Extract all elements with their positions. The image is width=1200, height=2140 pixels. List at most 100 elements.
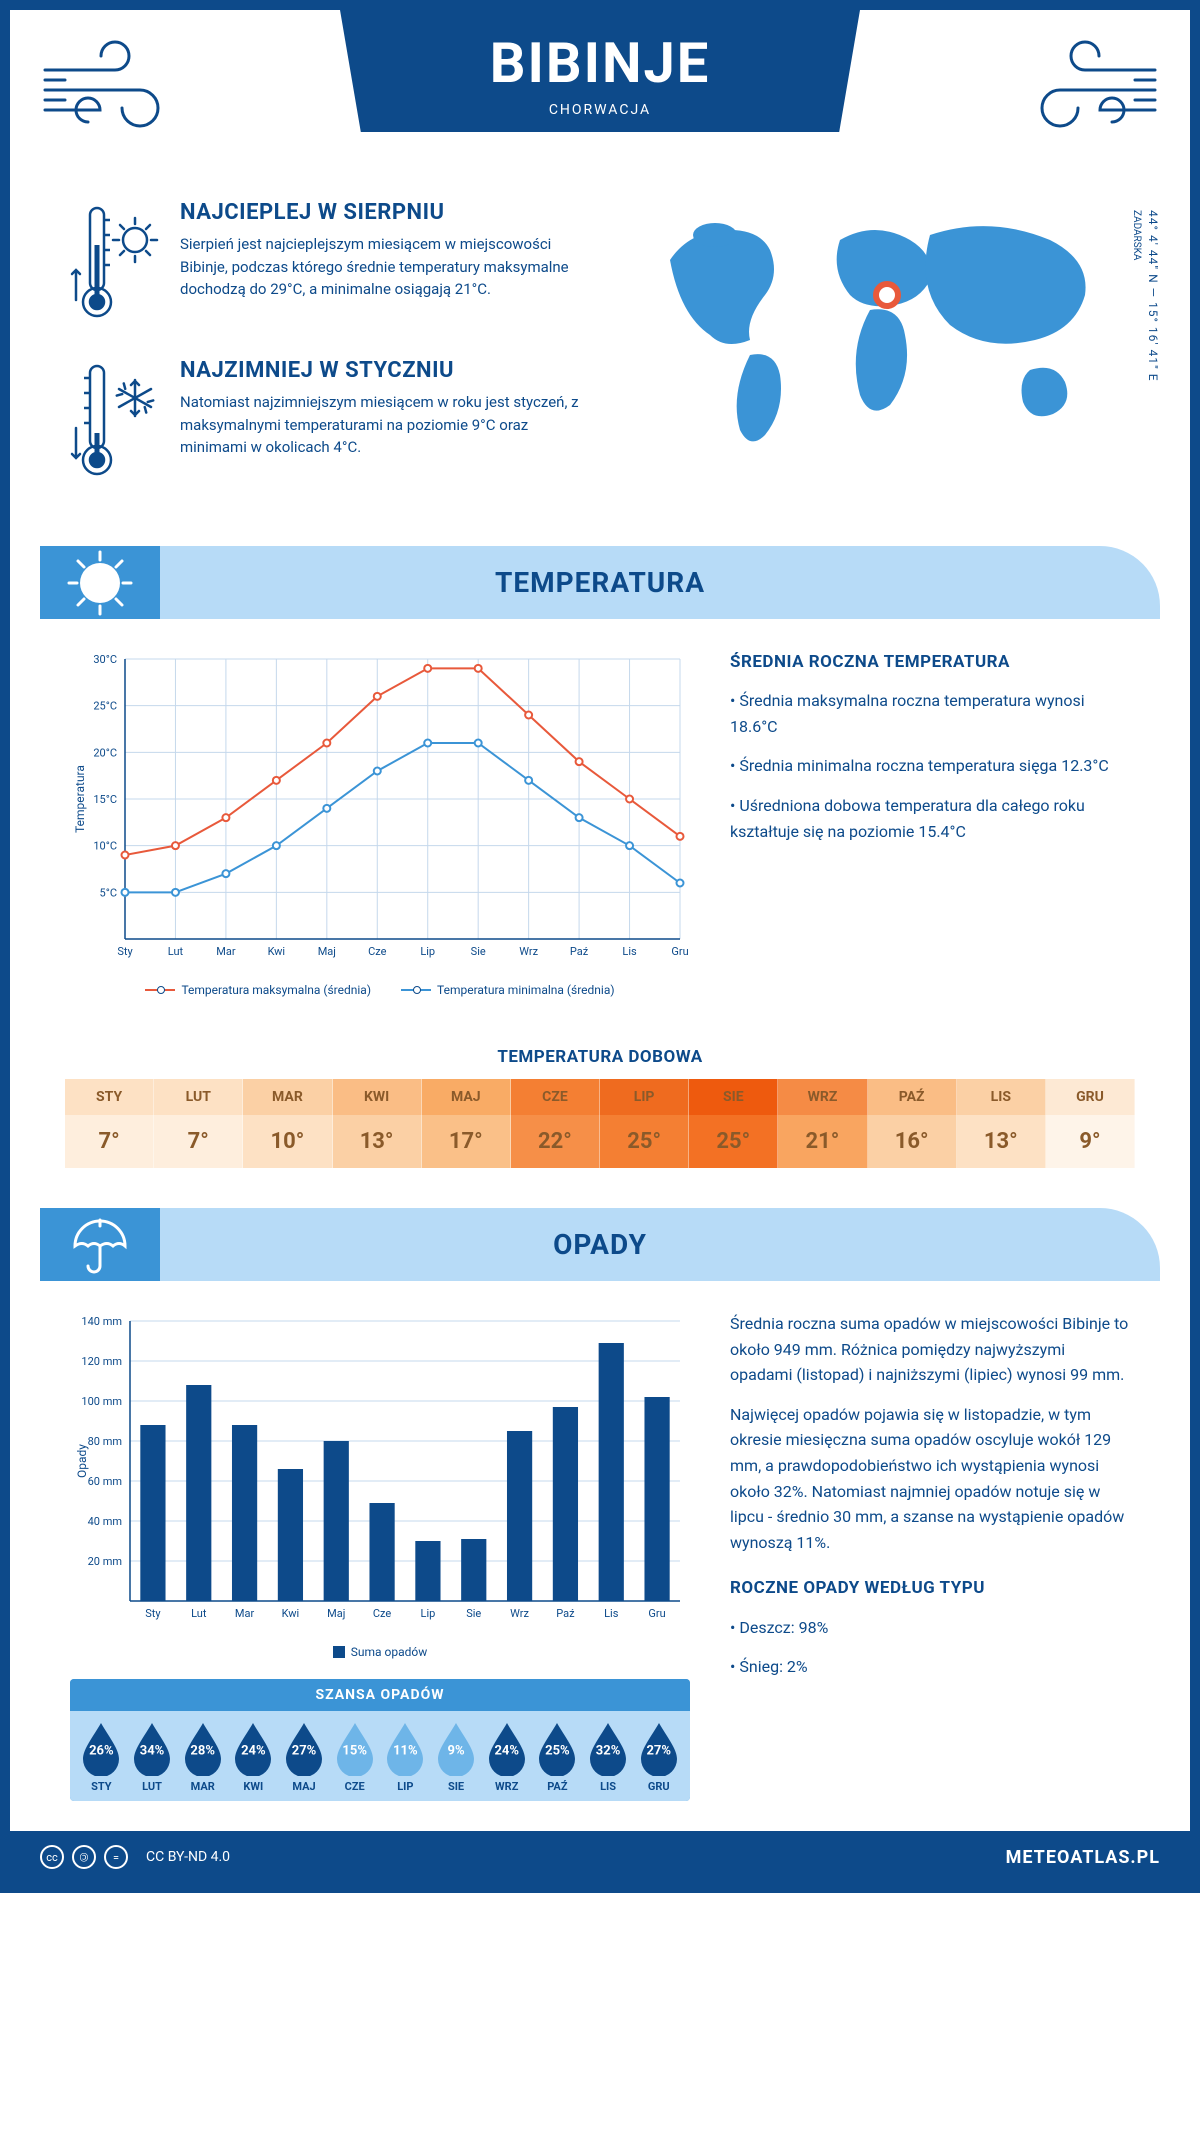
svg-text:Sty: Sty xyxy=(117,945,133,958)
daily-cell: LUT 7° xyxy=(154,1079,243,1168)
temp-summary-heading: ŚREDNIA ROCZNA TEMPERATURA xyxy=(730,649,1130,676)
cold-fact-text: Natomiast najzimniejszym miesiącem w rok… xyxy=(180,391,590,459)
svg-text:Sie: Sie xyxy=(466,1607,481,1620)
svg-text:100 mm: 100 mm xyxy=(81,1395,122,1408)
temperature-banner: TEMPERATURA xyxy=(40,546,1160,619)
chance-cell: 28%MAR xyxy=(177,1721,228,1793)
svg-text:Cze: Cze xyxy=(373,1607,392,1620)
world-map-icon xyxy=(630,200,1130,460)
precip-para: Średnia roczna suma opadów w miejscowośc… xyxy=(730,1311,1130,1388)
daily-cell: CZE 22° xyxy=(511,1079,600,1168)
wind-icon xyxy=(40,35,180,145)
chance-cell: 27%GRU xyxy=(633,1721,684,1793)
temp-bullet: • Średnia minimalna roczna temperatura s… xyxy=(730,753,1130,779)
map-container: ZADARSKA 44° 4' 44" N — 15° 16' 41" E xyxy=(630,200,1130,516)
thermometer-cold-icon xyxy=(70,358,160,488)
intro-section: NAJCIEPLEJ W SIERPNIU Sierpień jest najc… xyxy=(10,200,1190,546)
footer: cc 🄯 = CC BY-ND 4.0 METEOATLAS.PL xyxy=(10,1831,1190,1883)
license-text: CC BY-ND 4.0 xyxy=(146,1849,230,1865)
daily-cell: LIS 13° xyxy=(957,1079,1046,1168)
chance-cell: 9%SIE xyxy=(431,1721,482,1793)
svg-text:5°C: 5°C xyxy=(100,886,117,899)
svg-text:140 mm: 140 mm xyxy=(81,1315,122,1328)
chance-cell: 26%STY xyxy=(76,1721,127,1793)
svg-text:Wrz: Wrz xyxy=(510,1607,529,1620)
cold-fact-title: NAJZIMNIEJ W STYCZNIU xyxy=(180,358,590,383)
legend-max: Temperatura maksymalna (średnia) xyxy=(181,983,371,997)
nd-icon: = xyxy=(104,1845,128,1869)
svg-text:Paź: Paź xyxy=(556,1607,575,1620)
svg-text:Lip: Lip xyxy=(420,945,435,958)
wind-icon xyxy=(1020,35,1160,145)
svg-text:Kwi: Kwi xyxy=(268,945,286,958)
precip-type: • Śnieg: 2% xyxy=(730,1654,1130,1680)
svg-text:120 mm: 120 mm xyxy=(81,1355,122,1368)
country-label: CHORWACJA xyxy=(340,102,860,118)
svg-text:Wrz: Wrz xyxy=(519,945,538,958)
daily-cell: PAŹ 16° xyxy=(868,1079,957,1168)
svg-text:Gru: Gru xyxy=(671,945,688,958)
chance-cell: 24%KWI xyxy=(228,1721,279,1793)
svg-text:Lut: Lut xyxy=(191,1607,207,1620)
chance-cell: 25%PAŹ xyxy=(532,1721,583,1793)
legend-precip: Suma opadów xyxy=(351,1645,428,1659)
precipitation-summary: Średnia roczna suma opadów w miejscowośc… xyxy=(730,1311,1130,1801)
svg-text:Paź: Paź xyxy=(570,945,589,958)
svg-text:Maj: Maj xyxy=(327,1607,345,1620)
precipitation-heading: OPADY xyxy=(553,1228,647,1261)
hot-fact-text: Sierpień jest najcieplejszym miesiącem w… xyxy=(180,233,590,301)
precip-chart-legend: Suma opadów xyxy=(70,1645,690,1659)
precip-chance-box: SZANSA OPADÓW 26%STY34%LUT28%MAR24%KWI27… xyxy=(70,1679,690,1801)
chance-cell: 24%WRZ xyxy=(481,1721,532,1793)
svg-text:Sie: Sie xyxy=(471,945,486,958)
svg-text:Temperatura: Temperatura xyxy=(73,765,87,833)
svg-text:Gru: Gru xyxy=(648,1607,665,1620)
svg-text:20 mm: 20 mm xyxy=(88,1555,122,1568)
title-banner: BIBINJE CHORWACJA xyxy=(340,10,860,132)
svg-text:25°C: 25°C xyxy=(93,700,117,713)
legend-min: Temperatura minimalna (średnia) xyxy=(437,983,615,997)
temp-chart-legend: Temperatura maksymalna (średnia) Tempera… xyxy=(70,983,690,997)
daily-cell: SIE 25° xyxy=(689,1079,778,1168)
precipitation-banner: OPADY xyxy=(40,1208,1160,1281)
svg-text:15°C: 15°C xyxy=(93,793,117,806)
cc-icon: cc xyxy=(40,1845,64,1869)
temp-bullet: • Średnia maksymalna roczna temperatura … xyxy=(730,688,1130,739)
svg-text:Opady: Opady xyxy=(75,1444,89,1478)
svg-text:Cze: Cze xyxy=(368,945,387,958)
coordinates: 44° 4' 44" N — 15° 16' 41" E xyxy=(1146,210,1160,382)
daily-cell: GRU 9° xyxy=(1046,1079,1135,1168)
cold-fact: NAJZIMNIEJ W STYCZNIU Natomiast najzimni… xyxy=(70,358,590,488)
svg-text:Kwi: Kwi xyxy=(282,1607,300,1620)
svg-text:Lip: Lip xyxy=(421,1607,436,1620)
svg-text:Maj: Maj xyxy=(318,945,336,958)
svg-text:Lis: Lis xyxy=(604,1607,619,1620)
svg-text:80 mm: 80 mm xyxy=(88,1435,122,1448)
header: BIBINJE CHORWACJA xyxy=(10,10,1190,200)
daily-cell: MAR 10° xyxy=(243,1079,332,1168)
chance-heading: SZANSA OPADÓW xyxy=(70,1679,690,1711)
temperature-summary: ŚREDNIA ROCZNA TEMPERATURA • Średnia mak… xyxy=(730,649,1130,997)
hot-fact: NAJCIEPLEJ W SIERPNIU Sierpień jest najc… xyxy=(70,200,590,330)
location-title: BIBINJE xyxy=(340,30,860,96)
svg-text:Lut: Lut xyxy=(168,945,184,958)
svg-text:20°C: 20°C xyxy=(93,746,117,759)
svg-text:30°C: 30°C xyxy=(93,653,117,666)
svg-text:Lis: Lis xyxy=(622,945,637,958)
precip-type: • Deszcz: 98% xyxy=(730,1615,1130,1641)
daily-cell: MAJ 17° xyxy=(422,1079,511,1168)
hot-fact-title: NAJCIEPLEJ W SIERPNIU xyxy=(180,200,590,225)
sun-icon xyxy=(40,546,160,619)
temperature-heading: TEMPERATURA xyxy=(495,566,705,599)
thermometer-hot-icon xyxy=(70,200,160,330)
precipitation-bar-chart: 20 mm40 mm60 mm80 mm100 mm120 mm140 mmOp… xyxy=(70,1311,690,1631)
daily-temp-heading: TEMPERATURA DOBOWA xyxy=(10,1047,1190,1067)
brand-label: METEOATLAS.PL xyxy=(1006,1847,1160,1868)
precip-type-heading: ROCZNE OPADY WEDŁUG TYPU xyxy=(730,1575,1130,1602)
temp-bullet: • Uśredniona dobowa temperatura dla całe… xyxy=(730,793,1130,844)
chance-cell: 32%LIS xyxy=(583,1721,634,1793)
umbrella-icon xyxy=(40,1208,160,1281)
chance-cell: 11%LIP xyxy=(380,1721,431,1793)
daily-cell: WRZ 21° xyxy=(778,1079,867,1168)
precip-para: Najwięcej opadów pojawia się w listopadz… xyxy=(730,1402,1130,1556)
